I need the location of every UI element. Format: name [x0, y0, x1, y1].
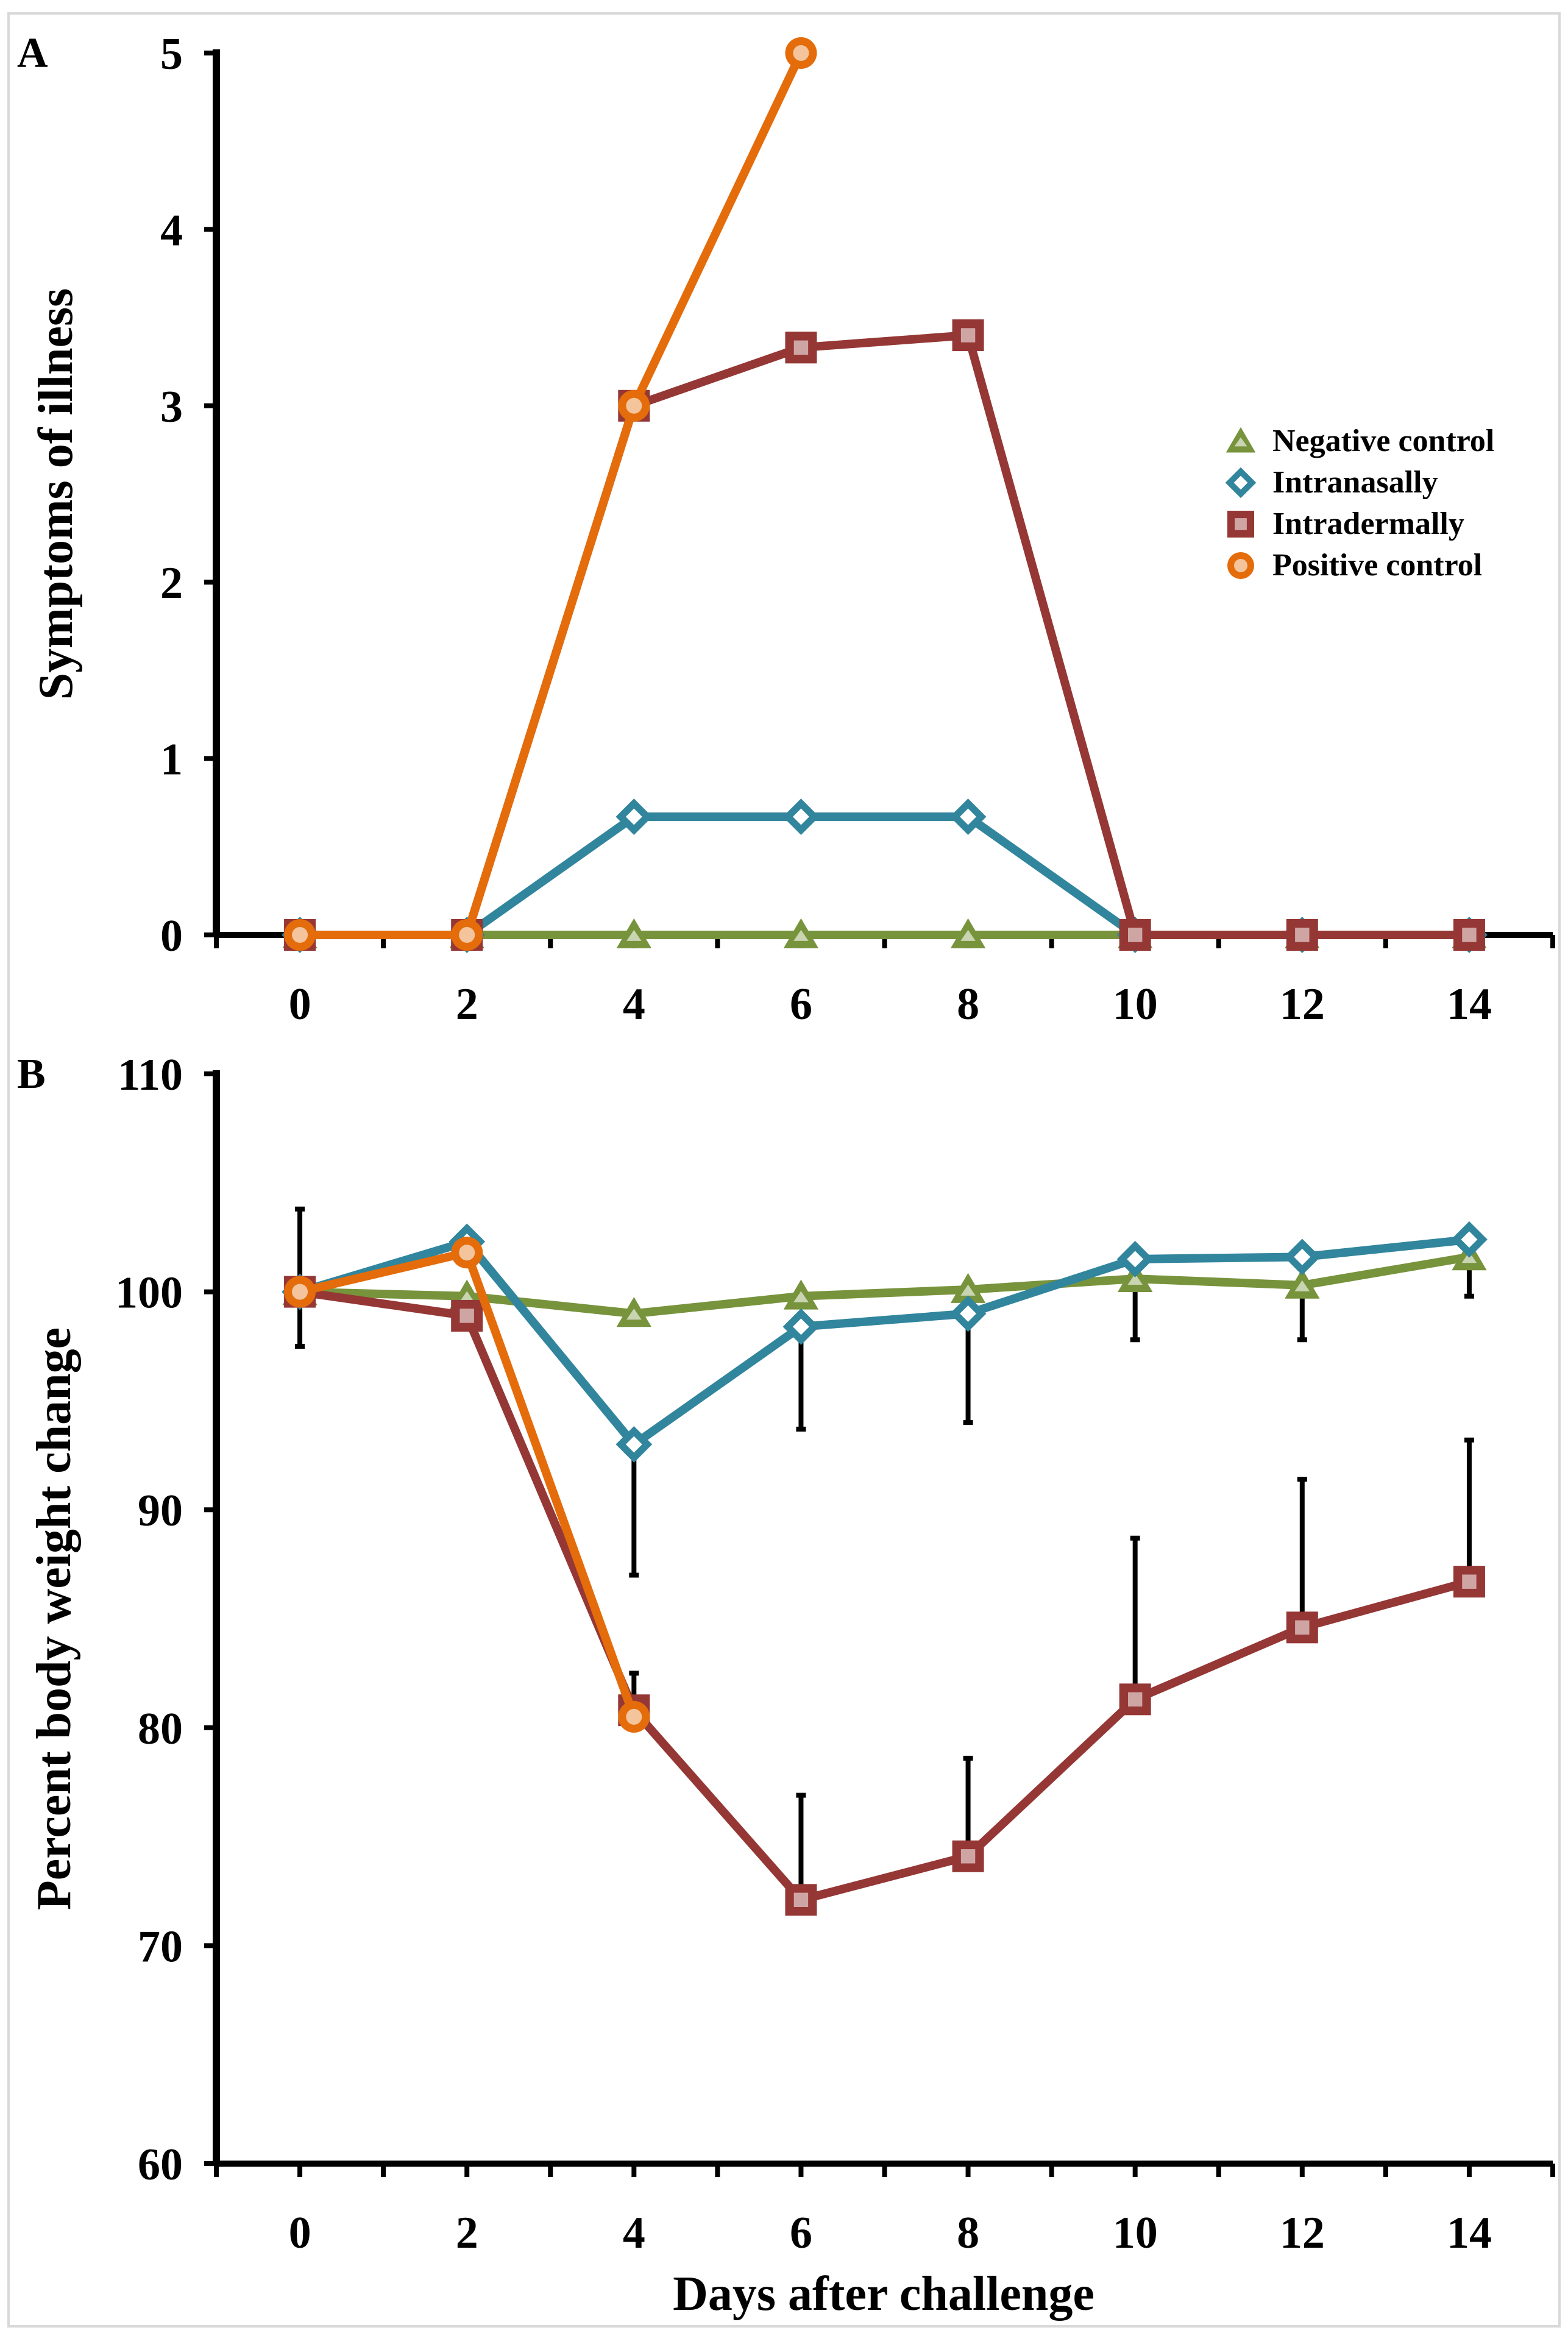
data-point [783, 918, 819, 948]
x-tick-label: 4 [623, 2208, 645, 2258]
x-tick-label: 12 [1280, 2208, 1325, 2258]
legend-entry: Positive control [1272, 548, 1482, 583]
series-positive-control [284, 37, 817, 951]
x-tick-label: 10 [1113, 2208, 1158, 2258]
x-tick-label: 14 [1447, 979, 1492, 1029]
series-positive-control [284, 1237, 650, 1733]
legend-marker [1227, 552, 1254, 579]
x-tick-label: 6 [790, 979, 812, 1029]
data-point [952, 319, 984, 352]
legend-marker [1227, 511, 1254, 538]
data-point [615, 798, 653, 836]
data-point [782, 798, 820, 836]
series-line [296, 1287, 1474, 1905]
data-point [1119, 1683, 1151, 1716]
data-point [451, 1237, 483, 1269]
y-axis-title: Percent body weight change [27, 1327, 81, 1910]
data-point [783, 1279, 819, 1310]
legend-marker [1225, 467, 1257, 499]
series-line [296, 1252, 1474, 1318]
legend-marker [1226, 427, 1256, 453]
data-point [616, 1297, 651, 1327]
figure-border [7, 12, 1561, 2328]
y-axis-title: Symptoms of illness [29, 288, 83, 700]
y-tick-label: 60 [138, 2140, 183, 2190]
y-tick-label: 100 [115, 1268, 183, 1318]
x-tick-label: 8 [957, 2208, 979, 2258]
x-tick-label: 0 [289, 979, 311, 1029]
series-intradermally [284, 1276, 1485, 1916]
panel-b-body-weight-chart: 60 70 80 90 100 110 0 2 4 6 8 10 12 14 Percent body we… [17, 1050, 1555, 2321]
legend-entry: Intranasally [1272, 465, 1438, 500]
x-tick-label: 10 [1113, 979, 1158, 1029]
data-point [451, 1299, 483, 1332]
series-line [296, 1235, 1474, 1449]
data-point [284, 1276, 316, 1308]
data-point [1453, 919, 1485, 951]
legend: Negative control Intranasally Intradermall… [1225, 424, 1494, 583]
data-point [950, 1273, 986, 1303]
legend-entry: Intradermally [1272, 506, 1464, 541]
legend-entry: Negative control [1272, 424, 1494, 458]
panel-label: B [17, 1051, 46, 1098]
data-point [1283, 1238, 1321, 1276]
x-tick-label: 0 [289, 2208, 311, 2258]
data-point [785, 1884, 817, 1916]
x-tick-label: 12 [1280, 979, 1325, 1029]
data-point [615, 1426, 653, 1463]
data-point [1451, 1221, 1488, 1258]
data-point [782, 1308, 820, 1345]
y-tick-label: 4 [160, 205, 183, 255]
data-point [1453, 1566, 1485, 1598]
x-axis-title: Days after challenge [673, 2267, 1094, 2321]
data-point [451, 919, 483, 951]
data-point [616, 918, 651, 948]
x-tick-label: 6 [790, 2208, 812, 2258]
x-tick-label: 4 [623, 979, 645, 1029]
data-point [949, 1295, 987, 1332]
data-point [785, 332, 817, 364]
y-tick-label: 80 [138, 1704, 183, 1754]
data-point [1119, 919, 1151, 951]
y-tick-label: 1 [160, 735, 183, 785]
x-tick-label: 14 [1447, 2208, 1492, 2258]
data-point [618, 389, 650, 422]
series-line [296, 49, 806, 939]
y-tick-label: 0 [160, 911, 183, 961]
x-tick-label: 8 [957, 979, 979, 1029]
data-point [1286, 1611, 1318, 1644]
data-point [950, 918, 986, 948]
data-point [1286, 919, 1318, 951]
data-point [1116, 1241, 1154, 1277]
y-tick-label: 3 [160, 382, 183, 432]
data-point [785, 37, 817, 69]
y-tick-label: 90 [138, 1486, 183, 1536]
data-point [618, 1700, 650, 1733]
y-tick-label: 70 [138, 1922, 183, 1972]
data-point [284, 919, 316, 951]
y-tick-label: 2 [160, 558, 183, 608]
panel-label: A [17, 30, 48, 77]
x-tick-label: 2 [456, 979, 478, 1029]
data-point [1285, 1268, 1320, 1299]
x-tick-label: 2 [456, 2208, 478, 2258]
data-point [952, 1840, 984, 1872]
y-tick-label: 5 [160, 29, 183, 79]
series-intradermally [284, 319, 1485, 951]
data-point [949, 798, 987, 836]
y-tick-label: 110 [118, 1050, 183, 1100]
